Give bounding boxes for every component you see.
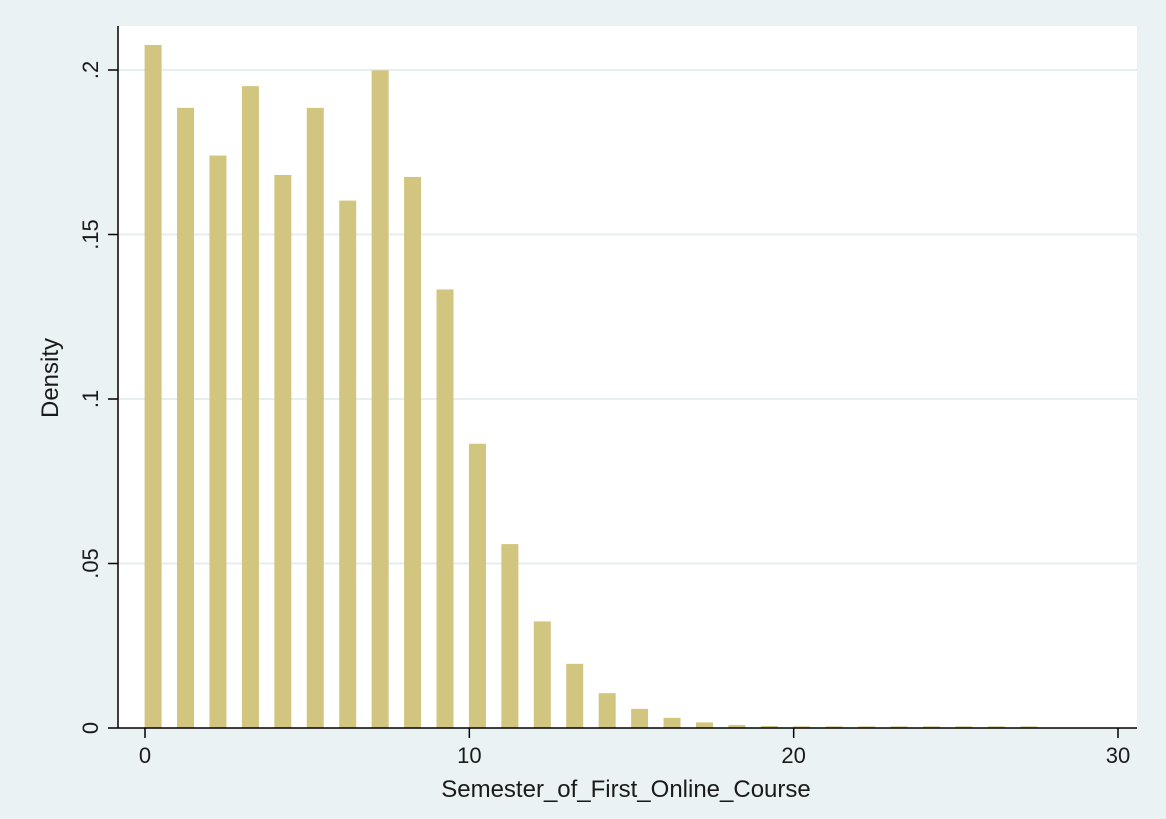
histogram-bar xyxy=(533,621,551,728)
histogram-bar xyxy=(209,155,227,729)
histogram-bar xyxy=(306,107,324,728)
histogram-bar xyxy=(371,70,389,729)
histogram-bar xyxy=(923,726,941,728)
x-tick-label: 0 xyxy=(139,743,151,768)
x-tick-label: 30 xyxy=(1106,743,1130,768)
bars xyxy=(144,44,1038,729)
histogram-bar xyxy=(695,722,713,728)
histogram-bar xyxy=(436,289,454,728)
x-axis-ticks: 0 10 20 30 xyxy=(139,728,1130,768)
histogram-bar xyxy=(339,200,357,728)
plot-area xyxy=(118,26,1137,728)
histogram-bar xyxy=(760,726,778,728)
histogram-bar xyxy=(1020,726,1038,728)
histogram-bar xyxy=(987,726,1005,728)
axes xyxy=(117,26,1137,729)
histogram-bar xyxy=(793,726,811,728)
x-axis-title: Semester_of_First_Online_Course xyxy=(441,776,811,803)
histogram-bar xyxy=(728,725,746,728)
y-tick-label: .05 xyxy=(78,548,103,579)
y-tick-label: 0 xyxy=(78,722,103,734)
histogram-bar xyxy=(241,86,259,729)
y-tick-label: .15 xyxy=(78,219,103,250)
histogram-bar xyxy=(890,726,908,728)
histogram-bar xyxy=(566,663,584,728)
histogram-bar xyxy=(177,107,195,728)
x-tick-label: 20 xyxy=(781,743,805,768)
y-tick-label: .2 xyxy=(78,61,103,79)
histogram-bar xyxy=(825,726,843,728)
y-tick-label: .1 xyxy=(78,390,103,408)
histogram-bar xyxy=(631,708,649,728)
histogram-bar xyxy=(468,443,486,728)
histogram-bar xyxy=(955,726,973,728)
histogram-bar xyxy=(663,717,681,728)
histogram-bar xyxy=(598,693,616,728)
histogram-bar xyxy=(404,176,422,729)
x-tick-label: 10 xyxy=(457,743,481,768)
y-axis-title: Density xyxy=(37,338,64,418)
histogram-bar xyxy=(858,726,876,728)
y-axis-ticks: 0 .05 .1 .15 .2 xyxy=(78,61,118,734)
histogram-bar xyxy=(501,544,519,728)
histogram-bar xyxy=(144,44,162,729)
histogram-bar xyxy=(274,174,292,729)
